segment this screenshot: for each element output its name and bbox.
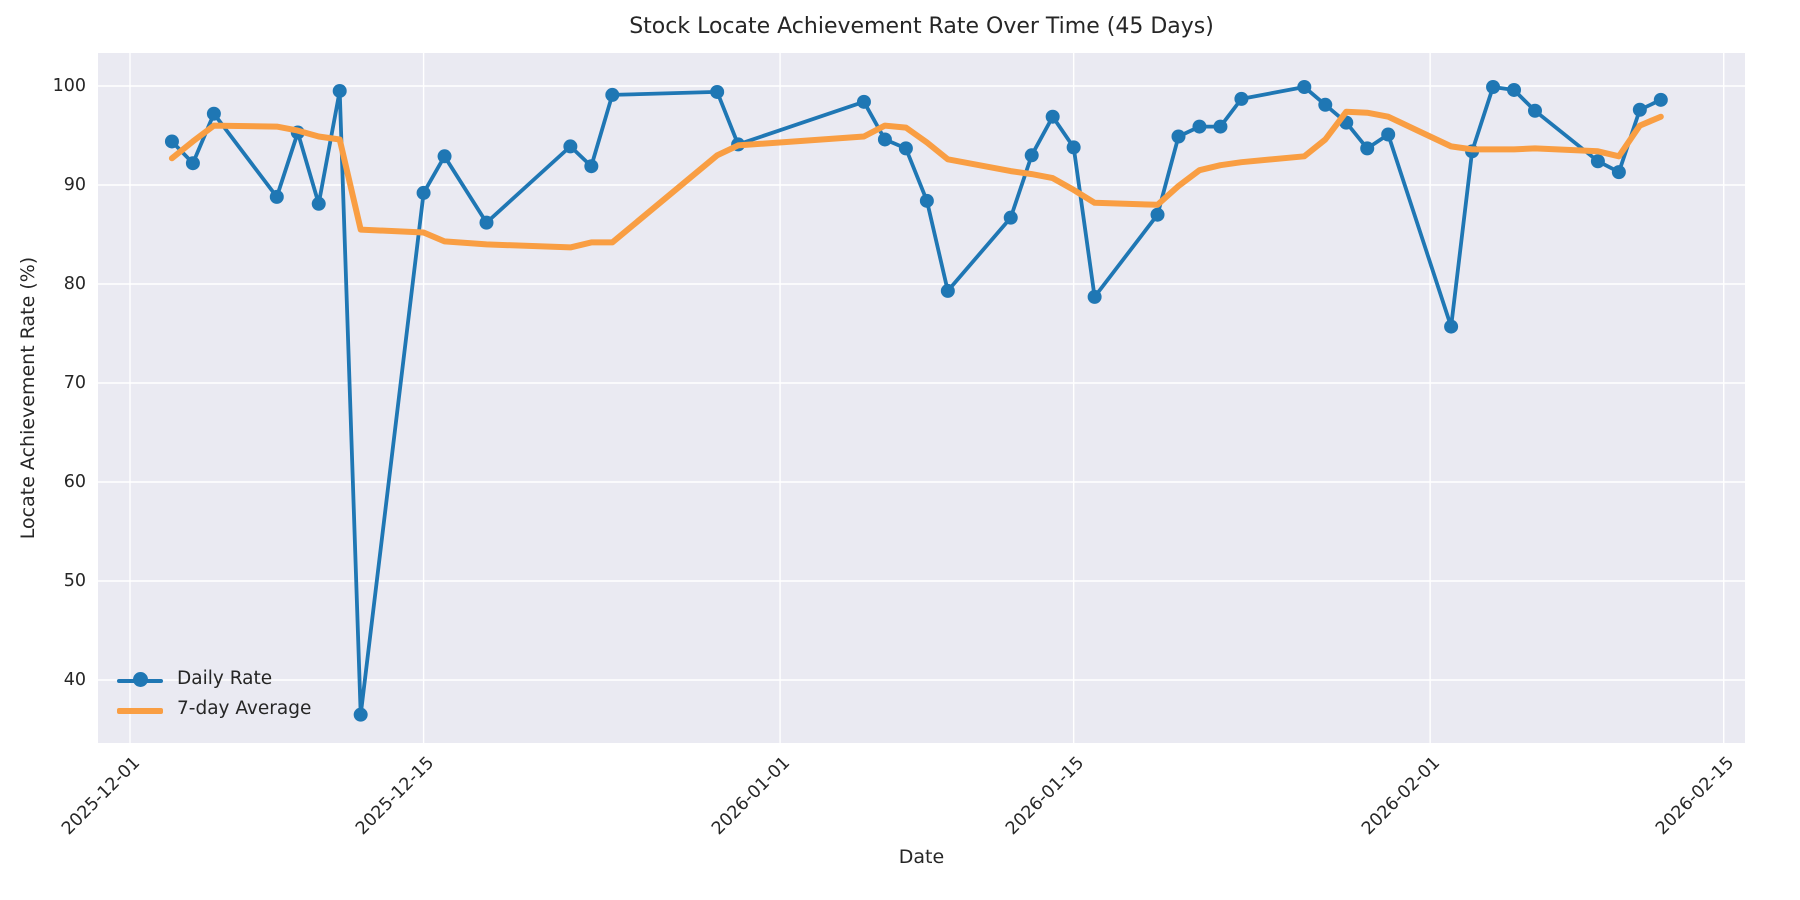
chart-title: Stock Locate Achievement Rate Over Time … — [629, 14, 1214, 39]
data-point — [1087, 289, 1102, 304]
y-tick-label: 40 — [63, 670, 86, 690]
data-point — [1234, 91, 1249, 106]
data-point — [479, 215, 494, 230]
data-point — [416, 185, 431, 200]
legend-item-7day-average: 7-day Average — [110, 696, 370, 726]
data-point — [185, 156, 200, 171]
data-point — [206, 106, 221, 121]
data-point — [1527, 103, 1542, 118]
data-point — [605, 87, 620, 102]
data-point — [1297, 79, 1312, 94]
data-point — [269, 189, 284, 204]
data-point — [1045, 109, 1060, 124]
data-point — [1486, 79, 1501, 94]
y-tick-label: 70 — [63, 373, 86, 393]
data-point — [940, 283, 955, 298]
data-point — [1024, 148, 1039, 163]
data-point — [332, 83, 347, 98]
legend-label-daily-rate: Daily Rate — [177, 668, 273, 689]
series-line-daily-rate — [169, 85, 1663, 717]
legend-item-daily-rate: Daily Rate — [110, 666, 370, 696]
y-tick-label: 50 — [63, 571, 86, 591]
y-tick-label: 80 — [63, 274, 86, 294]
series-line-7day-average — [168, 108, 1664, 251]
legend-label-7day-average: 7-day Average — [177, 698, 312, 719]
data-point — [1150, 207, 1165, 222]
data-point — [1381, 127, 1396, 142]
data-point — [1213, 119, 1228, 134]
data-point — [898, 141, 913, 156]
y-tick-label: 90 — [63, 175, 86, 195]
data-point — [1590, 154, 1605, 169]
data-point — [1507, 82, 1522, 97]
data-point — [563, 139, 578, 154]
data-point — [353, 707, 368, 722]
data-point — [710, 84, 725, 99]
data-point — [584, 159, 599, 174]
data-point — [311, 196, 326, 211]
data-point — [1318, 97, 1333, 112]
daily-rate-marker-swatch — [133, 672, 148, 687]
data-point — [856, 94, 871, 109]
data-point — [437, 149, 452, 164]
data-point — [1192, 119, 1207, 134]
data-point — [919, 193, 934, 208]
data-point — [1360, 141, 1375, 156]
data-point — [1611, 165, 1626, 180]
data-point — [164, 134, 179, 149]
x-axis-label: Date — [898, 846, 945, 868]
data-point — [1066, 140, 1081, 155]
7day-average-line-swatch — [117, 708, 163, 714]
legend: Daily Rate 7-day Average — [110, 666, 370, 726]
y-tick-label: 100 — [52, 76, 86, 96]
data-point — [877, 132, 892, 147]
y-tick-label: 60 — [63, 472, 86, 492]
data-point — [1171, 129, 1186, 144]
data-point — [1444, 319, 1459, 334]
data-point — [1653, 92, 1668, 107]
data-point — [1632, 102, 1647, 117]
data-point — [1003, 210, 1018, 225]
y-axis-label: Locate Achievement Rate (%) — [17, 256, 39, 540]
